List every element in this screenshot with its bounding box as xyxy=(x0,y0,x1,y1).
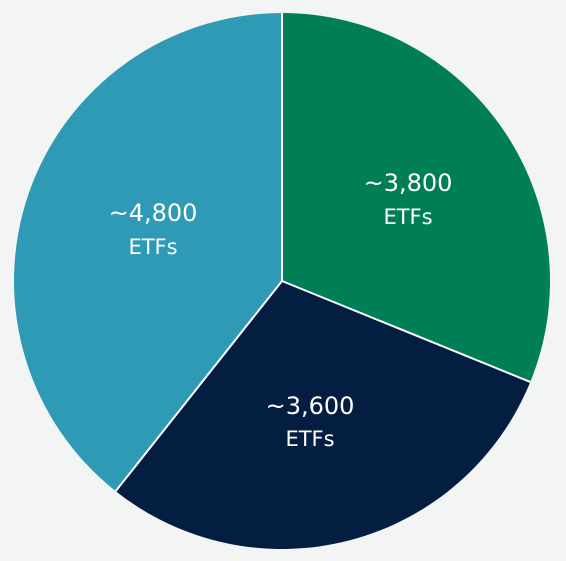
pie-slice-1 xyxy=(282,13,550,382)
slice-separator-2 xyxy=(281,280,531,383)
pie-slice-2 xyxy=(115,281,531,549)
slice-unit-label-1: ETFs xyxy=(383,205,432,229)
slice-unit-label-2: ETFs xyxy=(285,427,334,451)
slice-unit-label-3: ETFs xyxy=(128,235,177,259)
pie-slice-3 xyxy=(14,13,283,492)
slice-value-label-3: ~4,800 xyxy=(109,199,198,227)
slice-separator-3 xyxy=(114,280,283,492)
slice-value-label-2: ~3,600 xyxy=(266,392,355,420)
slice-value-label-1: ~3,800 xyxy=(364,169,453,197)
